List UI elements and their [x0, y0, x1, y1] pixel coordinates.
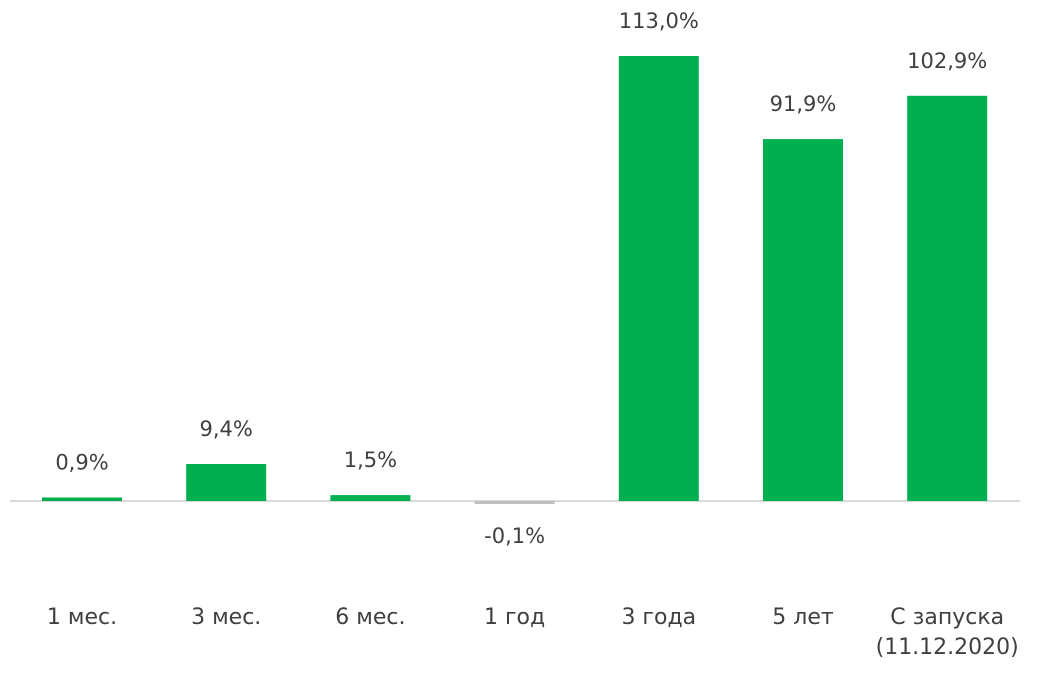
- x-tick-label: 3 мес.: [191, 605, 262, 630]
- value-label: 113,0%: [619, 9, 699, 33]
- value-label: 9,4%: [200, 417, 253, 441]
- bar: [763, 139, 843, 501]
- x-tick-label: 3 года: [621, 605, 697, 630]
- bar: [330, 495, 411, 501]
- value-label: 91,9%: [770, 92, 837, 116]
- value-label: 0,9%: [55, 450, 108, 474]
- bar: [618, 56, 699, 501]
- bar: [42, 497, 122, 501]
- value-label: 1,5%: [344, 448, 397, 472]
- x-tick-label: 5 лет: [772, 605, 834, 630]
- value-label: -0,1%: [484, 524, 545, 548]
- x-tick-label: 1 мес.: [46, 605, 118, 630]
- x-tick-label: С запуска (11.12.2020): [875, 605, 1019, 660]
- bar: [474, 501, 555, 504]
- x-tick-label: 6 мес.: [335, 605, 406, 630]
- x-tick-label: 1 год: [483, 605, 546, 630]
- bar: [907, 95, 988, 501]
- bar: [186, 463, 267, 501]
- value-label: 102,9%: [907, 49, 987, 73]
